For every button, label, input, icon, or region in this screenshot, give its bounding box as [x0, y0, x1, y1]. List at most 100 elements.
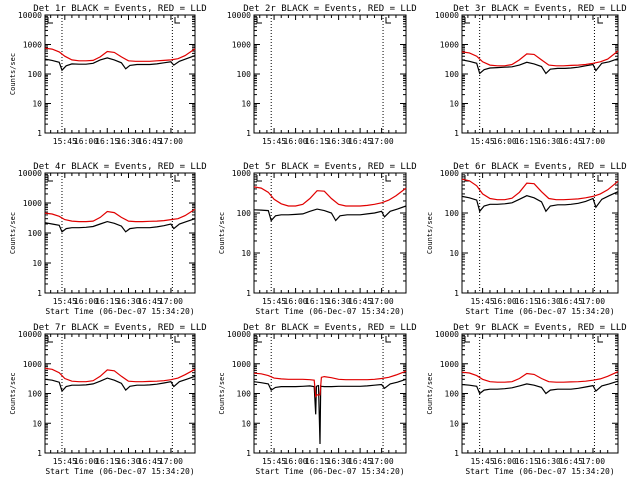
x-tick-label: 16:45 [348, 297, 372, 306]
x-tick-label: 16:00 [74, 297, 98, 306]
y-tick-label: 1 [246, 129, 251, 138]
x-axis-label: Start Time (06-Dec-07 15:34:20) [465, 307, 614, 316]
x-tick-label: 15:45 [53, 457, 77, 466]
corner-mark-left [47, 175, 53, 182]
x-tick-label: 16:30 [116, 137, 140, 146]
x-tick-label: 16:00 [74, 137, 98, 146]
x-axis-label: Start Time (06-Dec-07 15:34:20) [255, 467, 404, 476]
y-axis-label: Counts/sec [218, 212, 226, 254]
plot-frame [461, 172, 619, 294]
y-tick-label: 10 [449, 249, 459, 258]
y-tick-label: 1000 [232, 169, 251, 178]
y-axis-label: Counts/sec [9, 212, 17, 254]
y-tick-label: 1 [37, 289, 42, 298]
series-line-events [44, 218, 196, 233]
corner-mark-right [174, 17, 180, 24]
x-tick-label: 16:30 [327, 457, 351, 466]
panel-1: Det 1r BLACK = Events, RED = LLD Counts/s… [9, 4, 207, 146]
x-tick-label: 16:15 [305, 297, 329, 306]
x-tick-label: 16:30 [116, 457, 140, 466]
panel-4: Det 4r BLACK = Events, RED = LLD Counts/s… [9, 162, 207, 316]
series-line-lld [44, 367, 196, 383]
corner-mark-left [47, 336, 53, 343]
y-tick-label: 100 [28, 229, 43, 238]
plot-frame [253, 333, 407, 454]
corner-mark-left [256, 175, 262, 182]
y-axis-label: Counts/sec [218, 372, 226, 414]
x-tick-label: 16:15 [305, 457, 329, 466]
chart-title: Det 9r BLACK = Events, RED = LLD [453, 323, 626, 333]
x-axis-label: Start Time (06-Dec-07 15:34:20) [255, 307, 404, 316]
x-tick-label: 16:15 [95, 137, 119, 146]
y-axis-label: Counts/sec [426, 372, 434, 414]
x-tick-label: 16:00 [284, 297, 308, 306]
chart-title: Det 2r BLACK = Events, RED = LLD [243, 4, 416, 14]
y-tick-label: 10 [241, 249, 251, 258]
panel-3: Det 3r BLACK = Events, RED = LLD 1 10 100 10… [435, 4, 627, 146]
x-tick-label: 16:00 [74, 457, 98, 466]
x-tick-label: 16:15 [515, 137, 539, 146]
panel-8: Det 8r BLACK = Events, RED = LLD Counts/s… [218, 323, 417, 476]
y-tick-label: 100 [445, 70, 460, 79]
plot-frame [44, 333, 196, 454]
x-tick-label: 16:15 [305, 137, 329, 146]
y-axis-label: Counts/sec [9, 372, 17, 414]
y-tick-label: 10000 [435, 11, 459, 20]
series-line-lld [461, 371, 619, 383]
corner-mark-right [385, 17, 391, 24]
series-line-lld [44, 208, 196, 223]
x-tick-label: 16:45 [559, 297, 583, 306]
y-tick-label: 1000 [23, 199, 42, 208]
x-tick-label: 15:45 [471, 297, 495, 306]
chart-title: Det 3r BLACK = Events, RED = LLD [453, 4, 626, 14]
x-tick-label: 16:30 [327, 297, 351, 306]
chart-title: Det 4r BLACK = Events, RED = LLD [33, 162, 206, 172]
y-tick-label: 100 [237, 390, 252, 399]
corner-mark-right [385, 175, 391, 182]
x-tick-label: 16:45 [348, 137, 372, 146]
x-tick-label: 16:45 [348, 457, 372, 466]
y-tick-label: 1000 [440, 169, 459, 178]
y-tick-label: 1 [246, 449, 251, 458]
y-tick-label: 10000 [435, 330, 459, 339]
x-tick-label: 16:00 [493, 457, 517, 466]
y-tick-label: 1 [246, 289, 251, 298]
corner-mark-right [597, 175, 603, 182]
x-tick-label: 16:30 [537, 457, 561, 466]
y-tick-label: 1000 [440, 41, 459, 50]
x-tick-label: 17:00 [370, 297, 394, 306]
x-tick-label: 15:45 [53, 137, 77, 146]
y-tick-label: 100 [445, 209, 460, 218]
x-tick-label: 15:45 [471, 457, 495, 466]
y-tick-label: 10000 [18, 11, 42, 20]
x-tick-label: 15:45 [262, 137, 286, 146]
corner-mark-left [47, 17, 53, 24]
y-tick-label: 10000 [18, 330, 42, 339]
plot-frame [461, 333, 619, 454]
x-axis-label: Start Time (06-Dec-07 15:34:20) [45, 467, 194, 476]
x-tick-label: 17:00 [159, 457, 183, 466]
corner-mark-right [597, 17, 603, 24]
corner-mark-right [174, 336, 180, 343]
x-tick-label: 16:15 [95, 297, 119, 306]
x-tick-label: 16:00 [493, 137, 517, 146]
series-line-events [44, 55, 196, 72]
x-tick-label: 17:00 [581, 297, 605, 306]
y-tick-label: 100 [28, 390, 43, 399]
chart-title: Det 1r BLACK = Events, RED = LLD [33, 4, 206, 14]
y-tick-label: 1 [454, 129, 459, 138]
x-tick-label: 16:45 [138, 137, 162, 146]
y-tick-label: 100 [237, 209, 252, 218]
x-tick-label: 16:00 [493, 297, 517, 306]
y-tick-label: 10 [32, 419, 42, 428]
x-tick-label: 17:00 [581, 457, 605, 466]
corner-mark-left [464, 336, 470, 343]
x-tick-label: 16:30 [537, 297, 561, 306]
plot-frame [253, 14, 407, 134]
plot-frame [253, 172, 407, 294]
series-line-events [461, 191, 619, 213]
chart-title: Det 5r BLACK = Events, RED = LLD [243, 162, 416, 172]
x-tick-label: 16:45 [559, 137, 583, 146]
panel-9: Det 9r BLACK = Events, RED = LLD Counts/s… [426, 323, 627, 476]
